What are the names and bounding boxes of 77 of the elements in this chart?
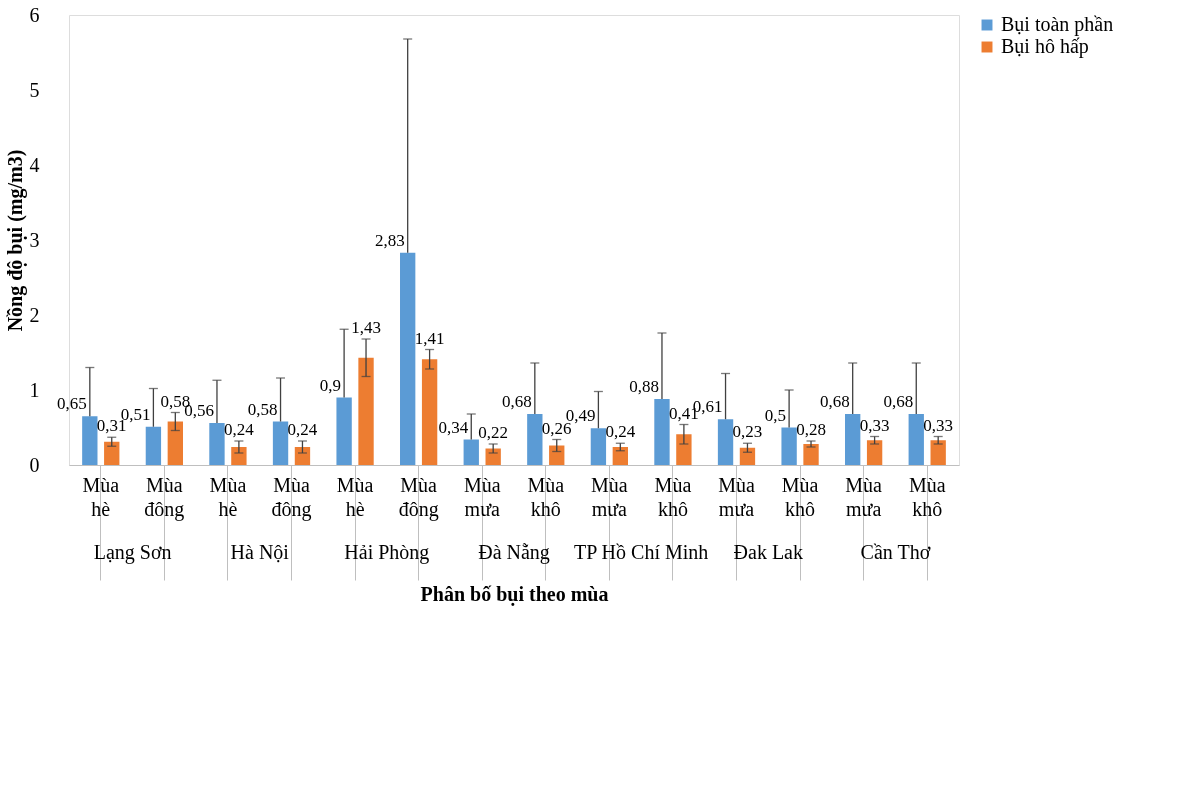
text: Hải Phòng — [344, 541, 430, 564]
x-tick-label: Mùa đông — [144, 473, 185, 521]
data-label: 0,28 — [796, 420, 826, 439]
bar — [527, 414, 543, 465]
y-tick-label: 2 — [29, 303, 40, 326]
text: Lạng Sơn — [93, 541, 172, 564]
data-label: 1,41 — [414, 328, 445, 348]
data-label: 0,68 — [502, 392, 532, 411]
legend-label: Bụi hô hấp — [1001, 35, 1089, 58]
data-label: 0,24 — [287, 420, 318, 439]
data-label: 0,33 — [923, 415, 954, 435]
bar — [739, 447, 756, 465]
bar — [231, 447, 247, 465]
data-label: 0,24 — [224, 420, 255, 439]
bar — [549, 445, 565, 465]
data-label: 0,68 — [883, 392, 914, 411]
bar — [781, 427, 797, 465]
bar — [272, 421, 289, 465]
x-tick-label: Mùa mưa — [845, 473, 883, 520]
data-label: 0,22 — [478, 423, 509, 442]
x-tick-label: Mùa đông — [398, 473, 439, 521]
bar — [612, 447, 628, 465]
bar — [717, 419, 734, 465]
x-tick-label: Mùa khô — [654, 473, 692, 520]
bar — [104, 441, 120, 465]
data-label: 0,88 — [629, 377, 659, 396]
bar — [908, 414, 924, 465]
x-tick-label: Mùa mưa — [463, 473, 501, 520]
y-tick-label: 1 — [29, 378, 40, 401]
text: Cần Thơ — [860, 541, 931, 563]
text: TP Hồ Chí Minh — [574, 541, 709, 563]
x-tick-label: Mùa mưa — [591, 473, 628, 520]
data-label: 0,65 — [57, 394, 87, 414]
x-tick-label: Mùa hè — [209, 473, 247, 520]
x-tick-label: Mùa khô — [908, 473, 946, 520]
data-label: 0,9 — [319, 375, 342, 395]
x-tick-label: Mùa hè — [336, 473, 374, 520]
bar — [845, 414, 861, 465]
bar — [654, 399, 670, 465]
bar — [294, 447, 311, 465]
bar — [167, 421, 183, 465]
text: Hà Nội — [230, 541, 290, 563]
data-label: 0,5 — [764, 405, 787, 425]
data-label: 0,24 — [605, 422, 636, 442]
bar — [485, 448, 501, 465]
bar — [590, 428, 607, 465]
bar — [400, 252, 416, 465]
data-label: 2,83 — [374, 230, 405, 250]
x-tick-label: Mùa mưa — [718, 473, 755, 520]
y-tick-label: 4 — [29, 153, 40, 176]
bar — [336, 397, 352, 465]
data-label: 0,68 — [819, 392, 850, 411]
x-tick-label: Mùa khô — [781, 473, 819, 520]
text: Đak Lak — [733, 541, 803, 563]
data-label: 0,23 — [732, 422, 763, 442]
y-tick-label: 0 — [29, 453, 40, 476]
bar — [145, 426, 162, 465]
data-label: 0,34 — [438, 417, 469, 437]
text: Đà Nẵng — [478, 541, 550, 564]
y-axis-title: Nồng độ bụi (mg/m3) — [3, 149, 27, 332]
data-label: 1,43 — [351, 318, 381, 337]
data-label: 0,33 — [859, 415, 890, 435]
x-axis-title: Phân bố bụi theo mùa — [420, 583, 609, 606]
bar — [463, 439, 479, 465]
x-tick-label: Mùa hè — [82, 473, 120, 520]
x-tick-label: Mùa khô — [527, 473, 565, 520]
bar — [209, 423, 225, 465]
bar — [676, 434, 692, 465]
y-tick-label: 6 — [29, 3, 40, 26]
legend-label: Bụi toàn phần — [1001, 13, 1114, 36]
x-tick-label: Mùa đông — [271, 473, 312, 521]
y-tick-label: 3 — [29, 228, 40, 251]
bar — [82, 416, 98, 465]
data-label: 0,58 — [247, 399, 278, 419]
y-tick-label: 5 — [29, 78, 40, 101]
bar — [358, 357, 374, 465]
bar — [421, 359, 438, 465]
